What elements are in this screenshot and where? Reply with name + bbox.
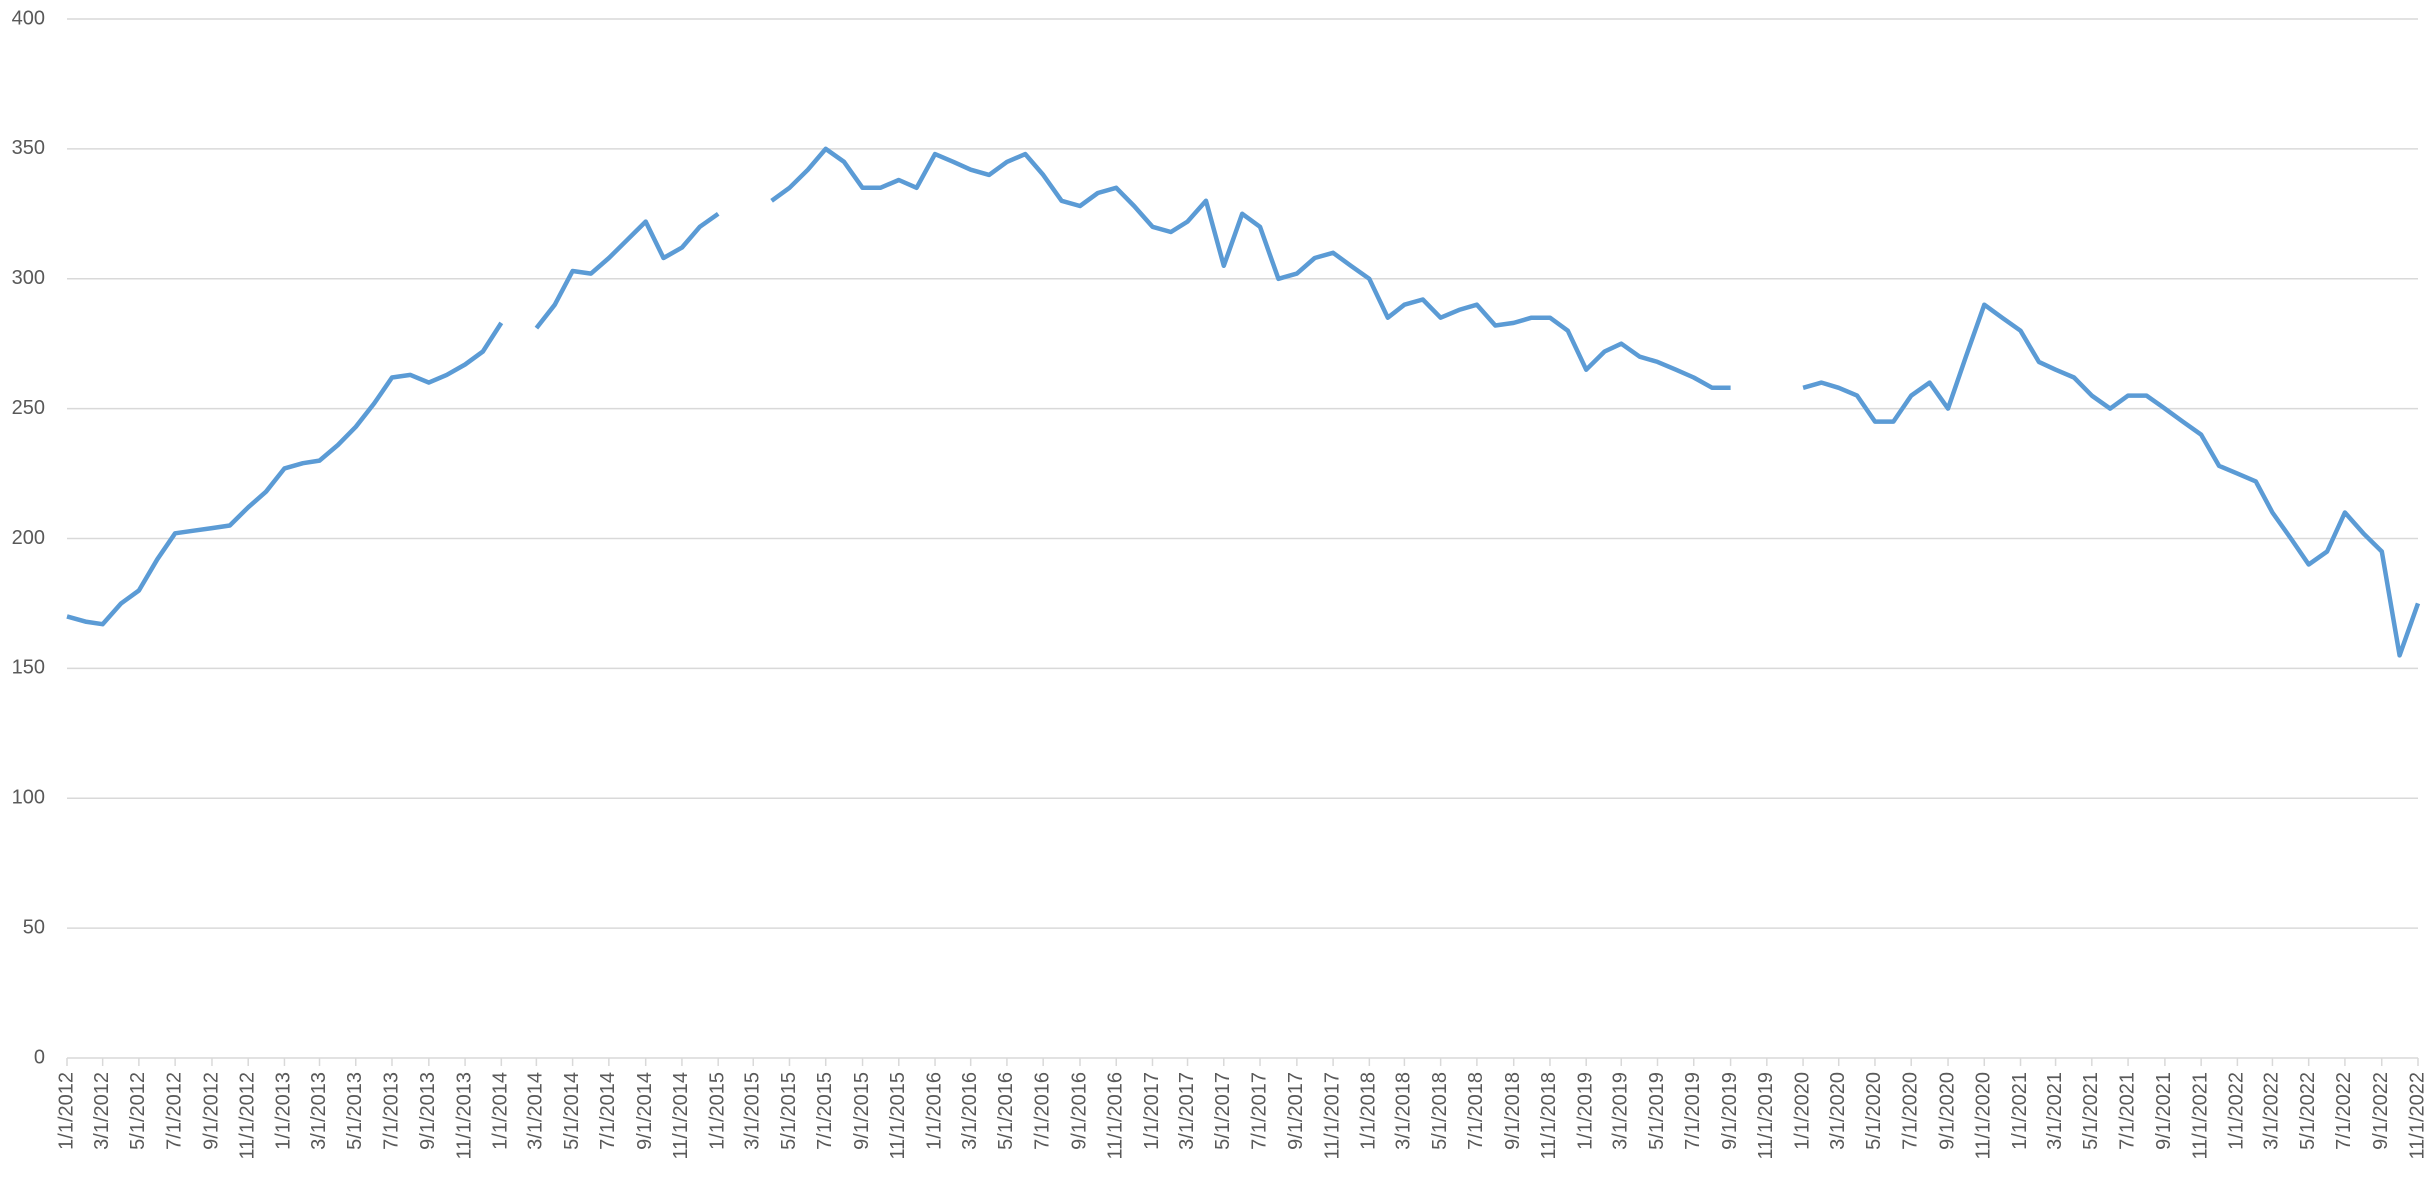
x-tick-label: 7/1/2017 [1248, 1072, 1270, 1150]
x-tick-label: 9/1/2013 [417, 1072, 439, 1150]
x-tick-label: 3/1/2018 [1393, 1072, 1415, 1150]
x-tick-label: 5/1/2013 [344, 1072, 366, 1150]
x-tick-label: 11/1/2022 [2406, 1072, 2428, 1160]
y-tick-label: 150 [12, 657, 45, 679]
x-tick-label: 1/1/2020 [1791, 1072, 1813, 1150]
x-tick-label: 5/1/2020 [1863, 1072, 1885, 1150]
x-tick-label: 5/1/2018 [1429, 1072, 1451, 1150]
x-tick-label: 3/1/2020 [1827, 1072, 1849, 1150]
x-tick-label: 5/1/2019 [1646, 1072, 1668, 1150]
x-tick-label: 11/1/2014 [670, 1072, 692, 1160]
y-tick-label: 50 [23, 916, 45, 938]
x-tick-label: 9/1/2019 [1719, 1072, 1741, 1150]
x-tick-label: 1/1/2018 [1358, 1072, 1380, 1150]
x-tick-label: 5/1/2014 [561, 1072, 583, 1150]
x-tick-label: 1/1/2013 [273, 1072, 295, 1150]
x-tick-label: 5/1/2022 [2297, 1072, 2319, 1150]
x-tick-label: 9/1/2020 [1936, 1072, 1958, 1150]
x-tick-label: 5/1/2015 [778, 1072, 800, 1150]
x-tick-label: 3/1/2017 [1176, 1072, 1198, 1150]
x-tick-label: 9/1/2016 [1068, 1072, 1090, 1150]
x-tick-label: 5/1/2017 [1212, 1072, 1234, 1150]
x-tick-label: 11/1/2013 [453, 1072, 475, 1160]
x-tick-label: 7/1/2020 [1899, 1072, 1921, 1150]
y-tick-label: 350 [12, 137, 45, 159]
y-tick-label: 200 [12, 527, 45, 549]
x-tick-label: 3/1/2016 [959, 1072, 981, 1150]
x-tick-label: 3/1/2019 [1610, 1072, 1632, 1150]
x-tick-label: 11/1/2012 [236, 1072, 258, 1160]
x-tick-label: 5/1/2021 [2080, 1072, 2102, 1150]
x-tick-label: 9/1/2015 [851, 1072, 873, 1150]
x-tick-label: 9/1/2018 [1502, 1072, 1524, 1150]
x-tick-label: 9/1/2012 [200, 1072, 222, 1150]
x-tick-label: 1/1/2015 [706, 1072, 728, 1150]
x-tick-label: 1/1/2022 [2226, 1072, 2248, 1150]
x-tick-label: 7/1/2013 [380, 1072, 402, 1150]
x-tick-label: 1/1/2017 [1141, 1072, 1163, 1150]
y-tick-label: 100 [12, 787, 45, 809]
x-tick-label: 11/1/2017 [1321, 1072, 1343, 1160]
x-tick-label: 3/1/2021 [2044, 1072, 2066, 1150]
x-tick-label: 7/1/2016 [1031, 1072, 1053, 1150]
y-tick-label: 300 [12, 267, 45, 289]
x-tick-label: 3/1/2014 [525, 1072, 547, 1150]
x-tick-label: 11/1/2019 [1755, 1072, 1777, 1160]
x-tick-label: 9/1/2017 [1285, 1072, 1307, 1150]
x-tick-label: 5/1/2012 [127, 1072, 149, 1150]
x-tick-label: 7/1/2015 [814, 1072, 836, 1150]
x-tick-label: 3/1/2015 [742, 1072, 764, 1150]
x-tick-label: 7/1/2022 [2333, 1072, 2355, 1150]
x-tick-label: 7/1/2021 [2116, 1072, 2138, 1150]
x-tick-label: 9/1/2014 [634, 1072, 656, 1150]
x-tick-label: 7/1/2019 [1682, 1072, 1704, 1150]
y-tick-label: 400 [12, 7, 45, 29]
x-tick-label: 11/1/2020 [1973, 1072, 1995, 1160]
x-tick-label: 1/1/2014 [490, 1072, 512, 1150]
x-tick-label: 1/1/2021 [2009, 1072, 2031, 1150]
x-tick-label: 3/1/2012 [91, 1072, 113, 1150]
data-line [66, 146, 2421, 658]
x-tick-label: 3/1/2013 [308, 1072, 330, 1150]
x-tick-label: 3/1/2022 [2261, 1072, 2283, 1150]
y-tick-label: 0 [34, 1046, 45, 1068]
x-tick-label: 9/1/2022 [2370, 1072, 2392, 1150]
x-tick-label: 7/1/2014 [597, 1072, 619, 1150]
x-tick-label: 11/1/2015 [887, 1072, 909, 1160]
x-tick-label: 11/1/2016 [1105, 1072, 1127, 1160]
x-tick-label: 5/1/2016 [995, 1072, 1017, 1150]
y-tick-label: 250 [12, 397, 45, 419]
x-tick-label: 11/1/2021 [2189, 1072, 2211, 1160]
x-tick-label: 1/1/2019 [1574, 1072, 1596, 1150]
x-tick-label: 7/1/2018 [1465, 1072, 1487, 1150]
x-tick-label: 11/1/2018 [1538, 1072, 1560, 1160]
x-tick-label: 9/1/2021 [2153, 1072, 2175, 1150]
x-tick-label: 7/1/2012 [163, 1072, 185, 1150]
x-tick-label: 1/1/2012 [55, 1072, 77, 1150]
x-tick-label: 1/1/2016 [923, 1072, 945, 1150]
